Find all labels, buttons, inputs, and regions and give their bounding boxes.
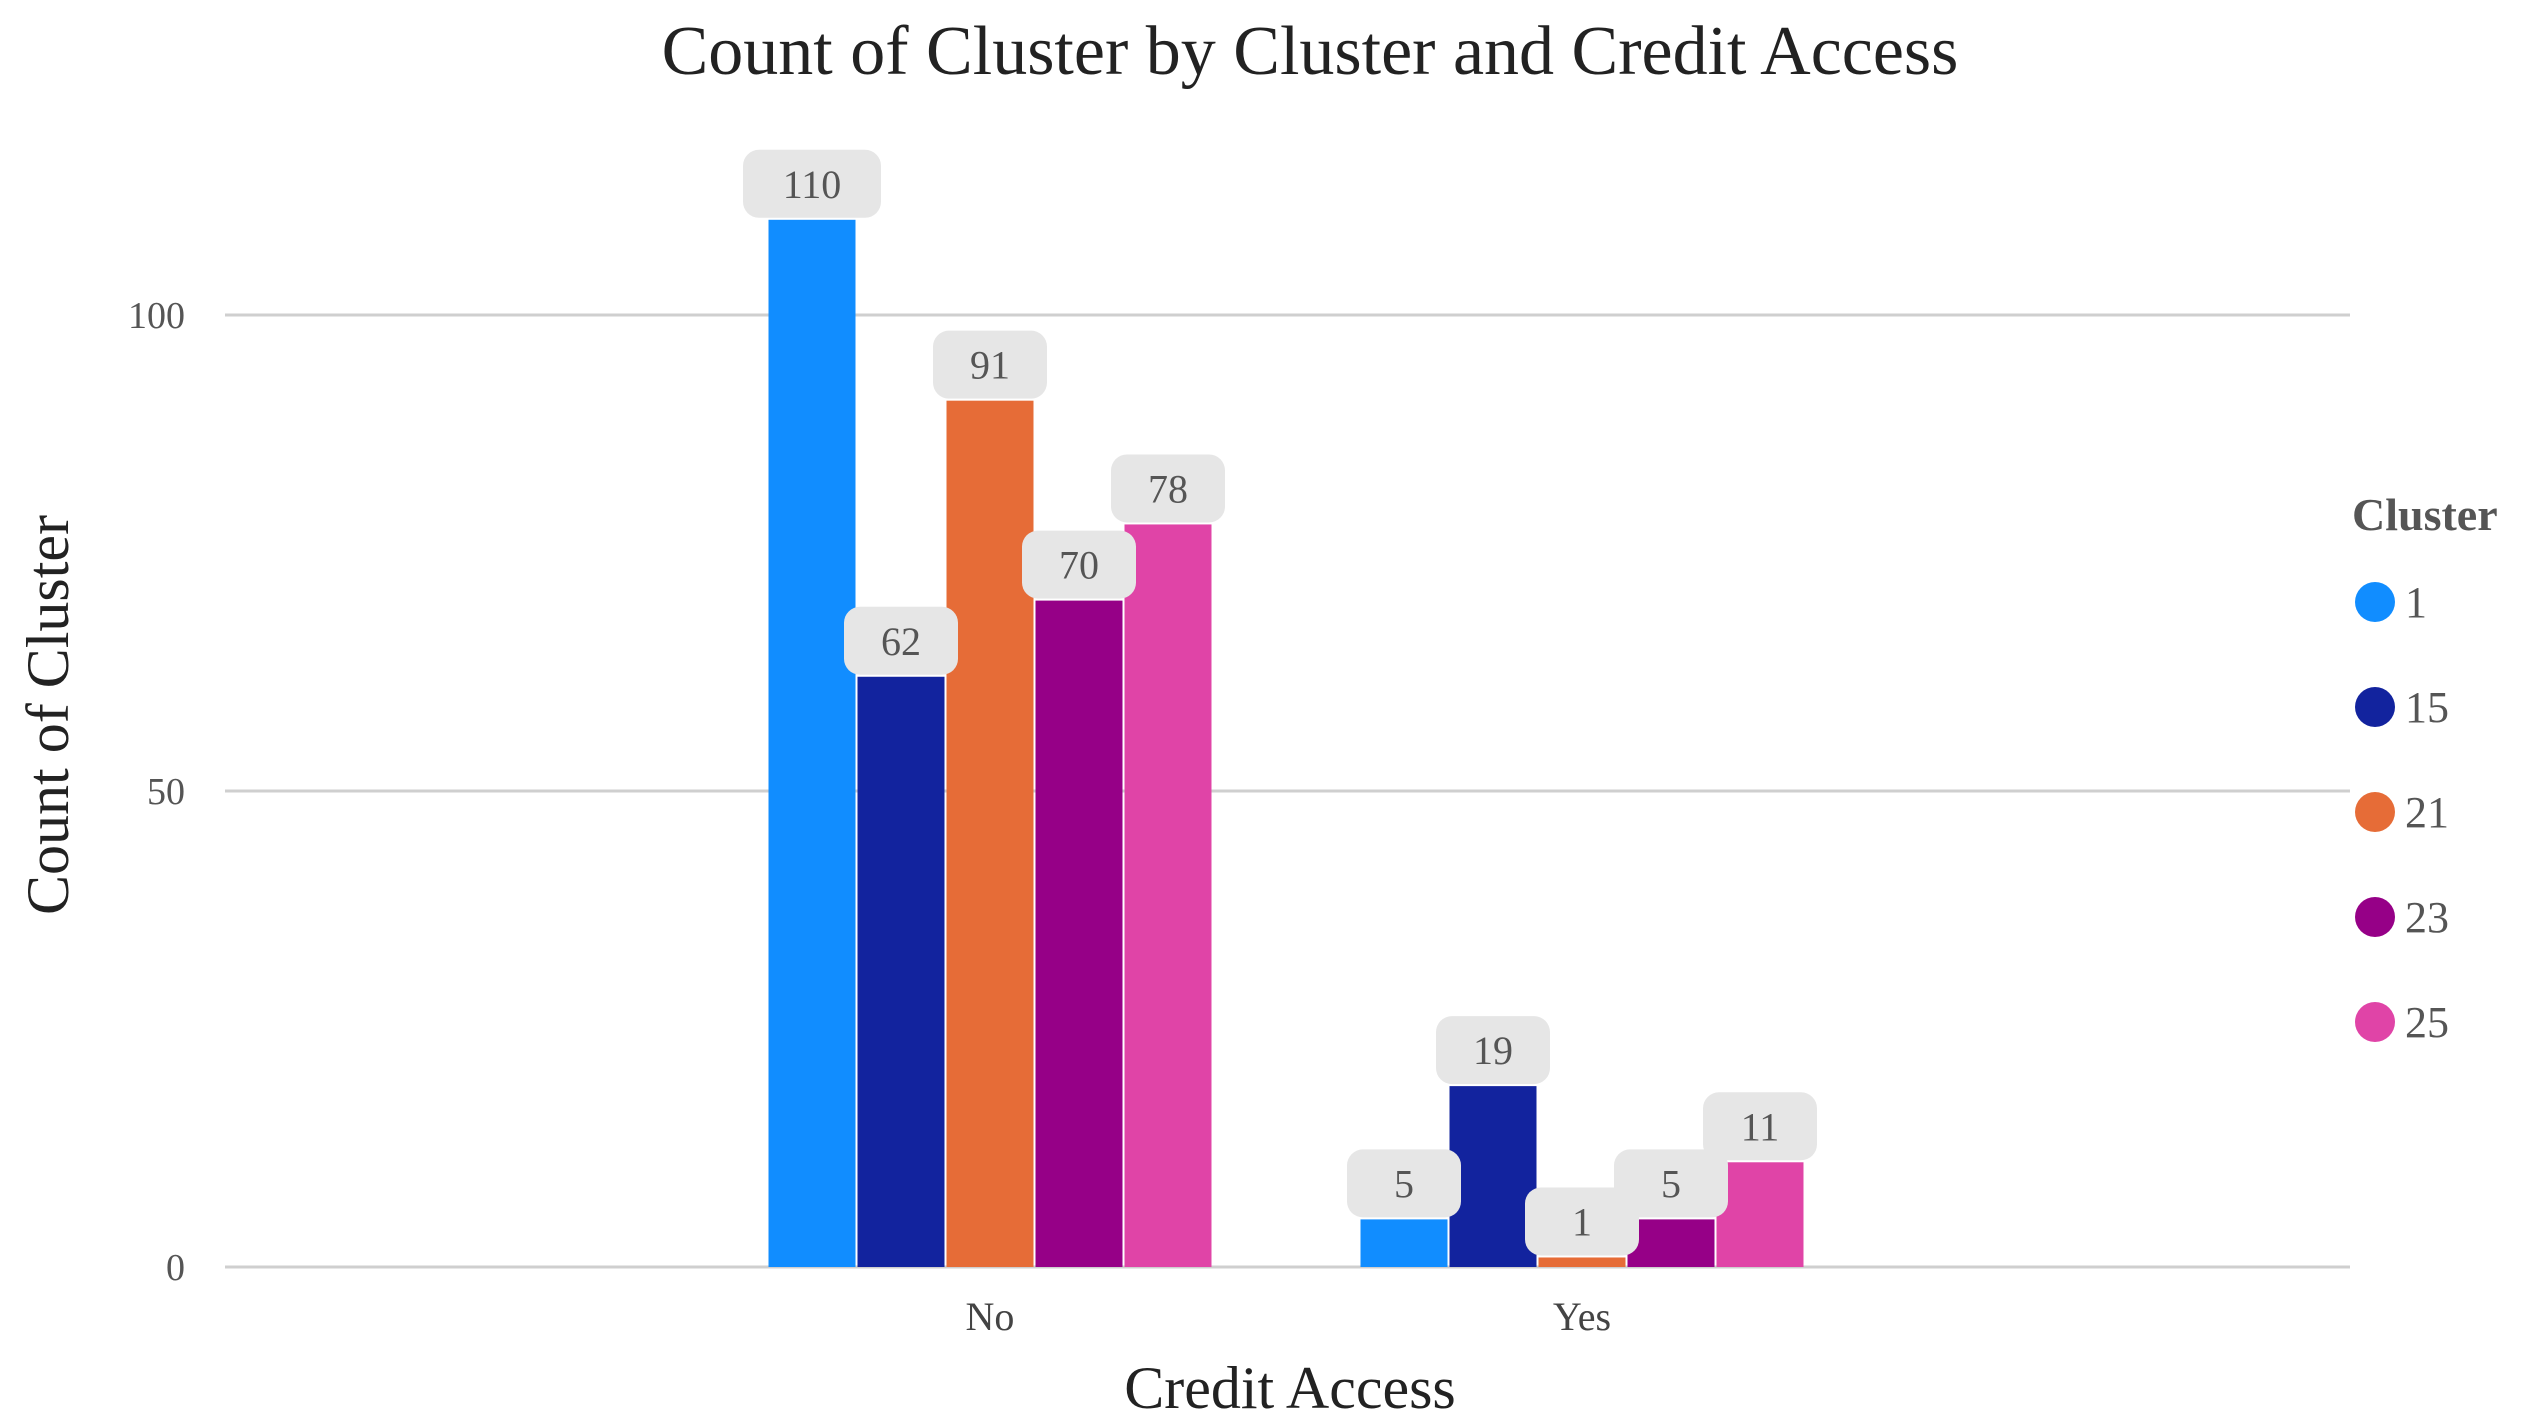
legend-title: Cluster — [2352, 489, 2498, 540]
data-label-no-cluster-1: 110 — [783, 162, 842, 207]
bar-yes-cluster-1 — [1360, 1219, 1448, 1267]
y-axis-ticks: 0 50 100 — [128, 295, 185, 1289]
legend-marker-cluster-1 — [2355, 582, 2395, 622]
legend-label-cluster-15: 15 — [2405, 683, 2449, 732]
y-tick-label-50: 50 — [147, 771, 185, 813]
legend-marker-cluster-15 — [2355, 687, 2395, 727]
bar-no-cluster-25 — [1124, 524, 1212, 1267]
data-label-bg-no-cluster-1 — [743, 149, 881, 218]
bar-yes-cluster-21 — [1538, 1257, 1626, 1267]
legend-marker-cluster-25 — [2355, 1002, 2395, 1042]
data-label-no-cluster-21: 91 — [970, 343, 1010, 388]
legend-label-cluster-25: 25 — [2405, 998, 2449, 1047]
x-axis-title: Credit Access — [1124, 1355, 1456, 1421]
bar-no-cluster-21 — [946, 400, 1034, 1267]
gridlines — [225, 313, 2350, 1269]
data-label-bg-yes-cluster-21 — [1525, 1187, 1639, 1256]
data-label-bg-yes-cluster-25 — [1703, 1092, 1817, 1161]
data-label-yes-cluster-23: 5 — [1661, 1161, 1681, 1206]
legend-marker-cluster-21 — [2355, 792, 2395, 832]
data-label-no-cluster-25: 78 — [1148, 466, 1188, 511]
data-label-no-cluster-23: 70 — [1059, 543, 1099, 588]
x-category-label-yes: Yes — [1553, 1294, 1611, 1339]
legend-items: 1 15 21 23 25 — [2355, 578, 2449, 1047]
data-label-bg-no-cluster-21 — [933, 330, 1047, 399]
y-axis-title: Count of Cluster — [15, 515, 81, 915]
data-label-bg-yes-cluster-15 — [1436, 1016, 1550, 1085]
bar-yes-cluster-25 — [1716, 1162, 1804, 1267]
bar-yes-cluster-23 — [1627, 1219, 1715, 1267]
data-label-yes-cluster-1: 5 — [1394, 1161, 1414, 1206]
legend-marker-cluster-23 — [2355, 897, 2395, 937]
legend: Cluster 1 15 21 23 25 — [2352, 489, 2498, 1047]
y-tick-label-0: 0 — [166, 1247, 185, 1289]
data-label-yes-cluster-15: 19 — [1473, 1028, 1513, 1073]
data-label-bg-no-cluster-25 — [1111, 454, 1225, 523]
data-label-bg-yes-cluster-23 — [1614, 1149, 1728, 1218]
y-tick-label-100: 100 — [128, 295, 185, 337]
chart-title: Count of Cluster by Cluster and Credit A… — [662, 13, 1959, 90]
bar-no-cluster-1 — [768, 219, 856, 1267]
data-label-no-cluster-15: 62 — [881, 619, 921, 664]
legend-label-cluster-21: 21 — [2405, 788, 2449, 837]
data-label-bg-yes-cluster-1 — [1347, 1149, 1461, 1218]
bar-no-cluster-15 — [857, 676, 945, 1267]
bar-yes-cluster-15 — [1449, 1086, 1537, 1267]
legend-label-cluster-23: 23 — [2405, 893, 2449, 942]
legend-label-cluster-1: 1 — [2405, 578, 2427, 627]
bars — [768, 219, 1804, 1267]
data-label-bg-no-cluster-15 — [844, 606, 958, 675]
data-label-yes-cluster-25: 11 — [1741, 1104, 1780, 1149]
data-label-yes-cluster-21: 1 — [1572, 1199, 1592, 1244]
data-label-bg-no-cluster-23 — [1022, 530, 1136, 599]
x-axis-categories: No Yes — [966, 1294, 1612, 1339]
bar-no-cluster-23 — [1035, 600, 1123, 1267]
x-category-label-no: No — [966, 1294, 1015, 1339]
